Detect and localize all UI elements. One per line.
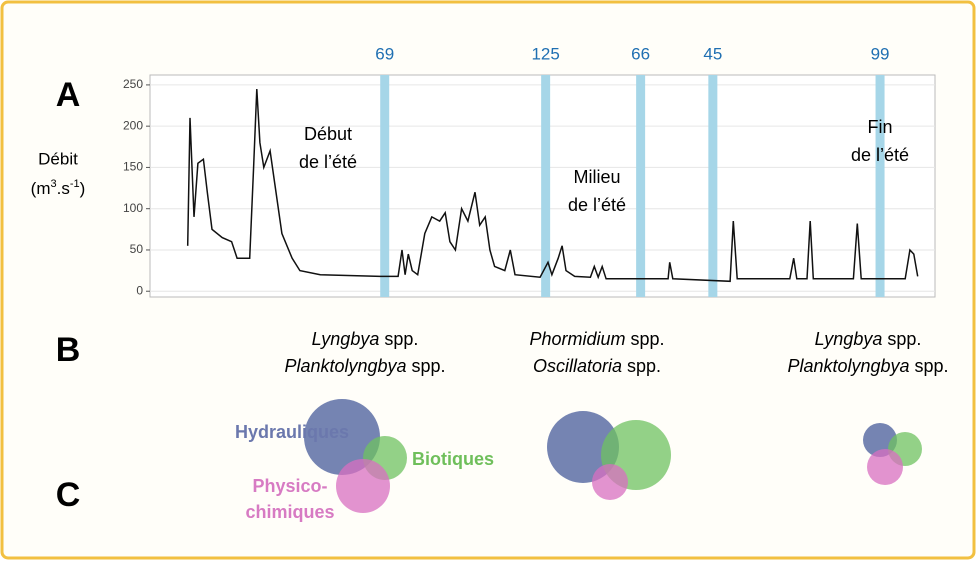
unit-part: -1	[70, 178, 80, 190]
factor-label: Physico-	[252, 476, 327, 496]
band-label: 45	[703, 44, 722, 63]
genus: Planktolyngbya	[787, 356, 909, 376]
physico-circle	[867, 449, 903, 485]
y-axis-unit: (m3.s-1)	[31, 178, 86, 199]
genus: Oscillatoria	[533, 356, 622, 376]
taxon-label: Planktolyngbya spp.	[284, 356, 445, 376]
summer-band	[708, 75, 718, 297]
y-tick-label: 0	[136, 283, 143, 297]
band-label: 69	[375, 44, 394, 63]
genus: Phormidium	[529, 329, 625, 349]
summer-band	[875, 75, 885, 297]
y-tick-label: 150	[123, 160, 143, 174]
species-suffix: spp.	[910, 356, 949, 376]
y-tick-label: 200	[123, 118, 143, 132]
unit-part: .s	[57, 179, 70, 198]
summer-band	[541, 75, 551, 297]
factor-label: chimiques	[245, 502, 334, 522]
venn-group	[547, 411, 671, 500]
genus: Planktolyngbya	[284, 356, 406, 376]
panel-label: C	[56, 476, 81, 514]
hydraulic-circle	[547, 411, 619, 483]
y-axis-label: Débit	[38, 149, 78, 168]
summer-band	[636, 75, 646, 297]
taxon-label: Oscillatoria spp.	[533, 356, 661, 376]
factor-label: Biotiques	[412, 449, 494, 469]
band-label: 125	[531, 44, 559, 63]
genus: Lyngbya	[312, 329, 380, 349]
period-label: de l’été	[299, 152, 357, 172]
venn-group	[863, 423, 922, 485]
unit-part: )	[80, 179, 86, 198]
summer-band	[380, 75, 390, 297]
panel-label: B	[56, 331, 81, 369]
discharge-line	[186, 88, 919, 283]
taxon-label: Planktolyngbya spp.	[787, 356, 948, 376]
physico-circle	[336, 459, 390, 513]
taxon-label: Lyngbya spp.	[312, 329, 419, 349]
factor-label: Hydrauliques	[235, 422, 349, 442]
band-label: 66	[631, 44, 650, 63]
species-suffix: spp.	[626, 329, 665, 349]
y-tick-label: 100	[123, 201, 143, 215]
period-label: Fin	[867, 117, 892, 137]
physico-circle	[592, 464, 628, 500]
period-label: Début	[304, 124, 352, 144]
period-label: de l’été	[568, 195, 626, 215]
y-tick-label: 250	[123, 77, 143, 91]
venn-group	[304, 399, 407, 513]
y-tick-label: 50	[130, 242, 144, 256]
species-suffix: spp.	[379, 329, 418, 349]
panel-label: A	[56, 76, 81, 114]
species-suffix: spp.	[882, 329, 921, 349]
hydraulic-circle	[304, 399, 380, 475]
unit-part: (m	[31, 179, 51, 198]
genus: Lyngbya	[815, 329, 883, 349]
unit-part: 3	[51, 178, 57, 190]
period-label: Milieu	[573, 167, 620, 187]
period-label: de l’été	[851, 145, 909, 165]
species-suffix: spp.	[407, 356, 446, 376]
species-suffix: spp.	[622, 356, 661, 376]
band-label: 99	[871, 44, 890, 63]
taxon-label: Lyngbya spp.	[815, 329, 922, 349]
taxon-label: Phormidium spp.	[529, 329, 664, 349]
